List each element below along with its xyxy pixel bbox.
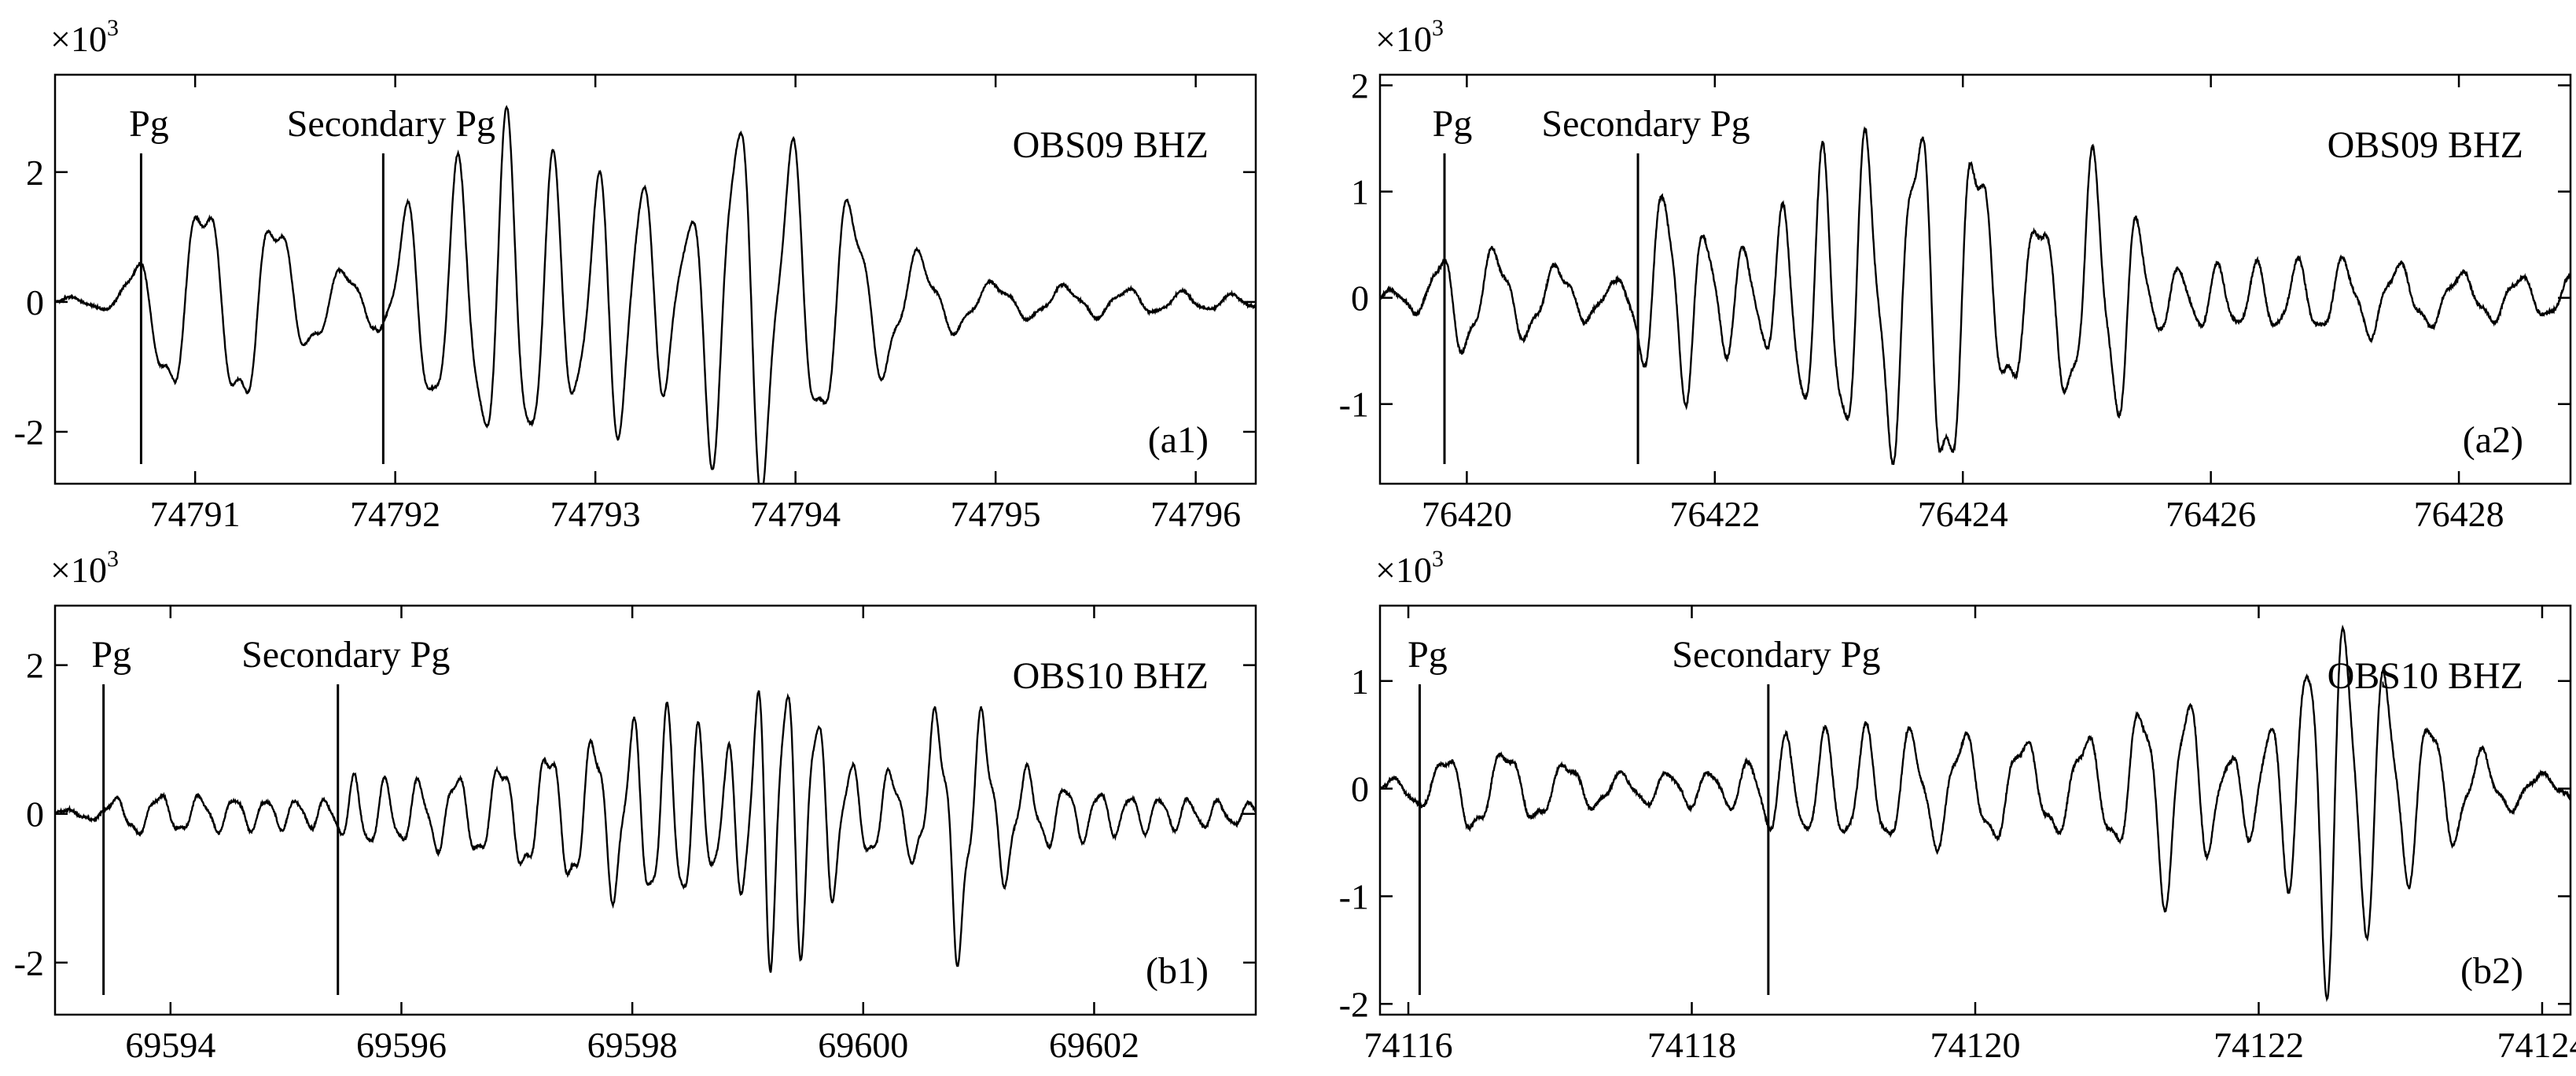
pg-label: Pg <box>91 634 131 676</box>
x-tick-label: 69602 <box>1049 1025 1139 1065</box>
y-multiplier: ×103 <box>50 546 119 590</box>
x-tick-label: 74793 <box>550 494 641 534</box>
x-tick-label: 76426 <box>2166 494 2256 534</box>
station-label: OBS09 BHZ <box>1013 124 1209 166</box>
panel-a2: 76420 76422 76424 76426 76428 -1 0 1 2×103 Pg Seco… <box>1339 15 2572 534</box>
pg-label: Pg <box>129 103 169 145</box>
x-tick-label: 76428 <box>2414 494 2504 534</box>
y-tick-label: 0 <box>1351 278 1369 319</box>
secondary-pg-label: Secondary Pg <box>241 634 450 676</box>
y-multiplier-exponent: 3 <box>1432 546 1444 572</box>
x-tick-label: 74792 <box>350 494 440 534</box>
y-tick-label: -2 <box>1339 984 1369 1024</box>
panel-label: (b1) <box>1146 950 1209 992</box>
panel-label: (a1) <box>1148 419 1209 461</box>
y-tick-label: 2 <box>26 153 44 193</box>
y-multiplier: ×103 <box>50 15 119 59</box>
axes-frame <box>53 604 1257 1016</box>
x-tick-label: 74124 <box>2497 1025 2576 1065</box>
panel-b2: 74116 74118 74120 74122 74124 -2 -1 0 1 ×103 Pg Sec… <box>1339 546 2576 1065</box>
y-tick-label: -1 <box>1339 876 1369 916</box>
x-tick-label: 74122 <box>2214 1025 2304 1065</box>
x-tick-label: 69600 <box>818 1025 908 1065</box>
panel-a1: 74791 74792 74793 74794 74795 74796 -2 0 2 ×103 Pg… <box>14 15 1257 534</box>
station-label: OBS09 BHZ <box>2328 124 2523 166</box>
x-tick-label: 69596 <box>356 1025 447 1065</box>
waveform-trace <box>1380 625 2570 1003</box>
y-tick-label: 0 <box>1351 769 1369 809</box>
y-tick-label: 0 <box>26 794 44 835</box>
y-tick-label: -2 <box>14 412 44 452</box>
waveform-trace <box>1380 126 2570 466</box>
x-tick-label: 74120 <box>1930 1025 2021 1065</box>
y-multiplier-exponent: 3 <box>107 546 119 572</box>
secondary-pg-label: Secondary Pg <box>1541 103 1750 145</box>
station-label: OBS10 BHZ <box>1013 655 1209 697</box>
y-tick-label: 0 <box>26 282 44 322</box>
panel-b1: 69594 69596 69598 69600 69602 -2 0 2 ×103 Pg Secon… <box>14 546 1257 1065</box>
y-tick-label: 1 <box>1351 172 1369 212</box>
station-label: OBS10 BHZ <box>2328 655 2523 697</box>
x-tick-label: 76424 <box>1918 494 2008 534</box>
x-tick-label: 69594 <box>125 1025 215 1065</box>
pg-label: Pg <box>1433 103 1473 145</box>
y-tick-label: 2 <box>26 646 44 686</box>
waveform-trace <box>55 690 1256 973</box>
pg-label: Pg <box>1408 634 1448 676</box>
x-tick-label: 74791 <box>150 494 241 534</box>
y-tick-label: 1 <box>1351 661 1369 702</box>
y-multiplier-exponent: 3 <box>107 15 119 41</box>
x-tick-label: 74796 <box>1150 494 1241 534</box>
y-multiplier-exponent: 3 <box>1432 15 1444 41</box>
y-multiplier: ×103 <box>1375 15 1444 59</box>
axes-frame <box>53 73 1257 485</box>
axes-frame <box>1378 73 2572 485</box>
waveform-trace <box>55 105 1256 484</box>
y-tick-label: -2 <box>14 943 44 983</box>
x-tick-label: 74794 <box>750 494 841 534</box>
x-tick-label: 76420 <box>1422 494 1512 534</box>
y-tick-label: 2 <box>1351 66 1369 106</box>
y-multiplier: ×103 <box>1375 546 1444 590</box>
x-tick-label: 74795 <box>951 494 1041 534</box>
x-tick-label: 76422 <box>1669 494 1760 534</box>
x-tick-label: 69598 <box>587 1025 678 1065</box>
secondary-pg-label: Secondary Pg <box>287 103 495 145</box>
panel-label: (a2) <box>2463 419 2523 461</box>
y-tick-label: -1 <box>1339 385 1369 425</box>
x-tick-label: 74116 <box>1363 1025 1452 1065</box>
x-tick-label: 74118 <box>1647 1025 1736 1065</box>
secondary-pg-label: Secondary Pg <box>1672 634 1880 676</box>
panel-label: (b2) <box>2460 950 2523 992</box>
